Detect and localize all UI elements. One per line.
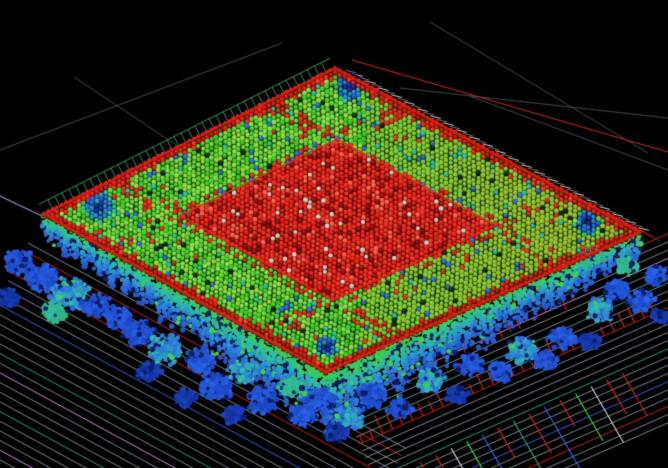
particle-scene-canvas[interactable]	[0, 0, 668, 468]
simulation-viewport[interactable]	[0, 0, 668, 468]
